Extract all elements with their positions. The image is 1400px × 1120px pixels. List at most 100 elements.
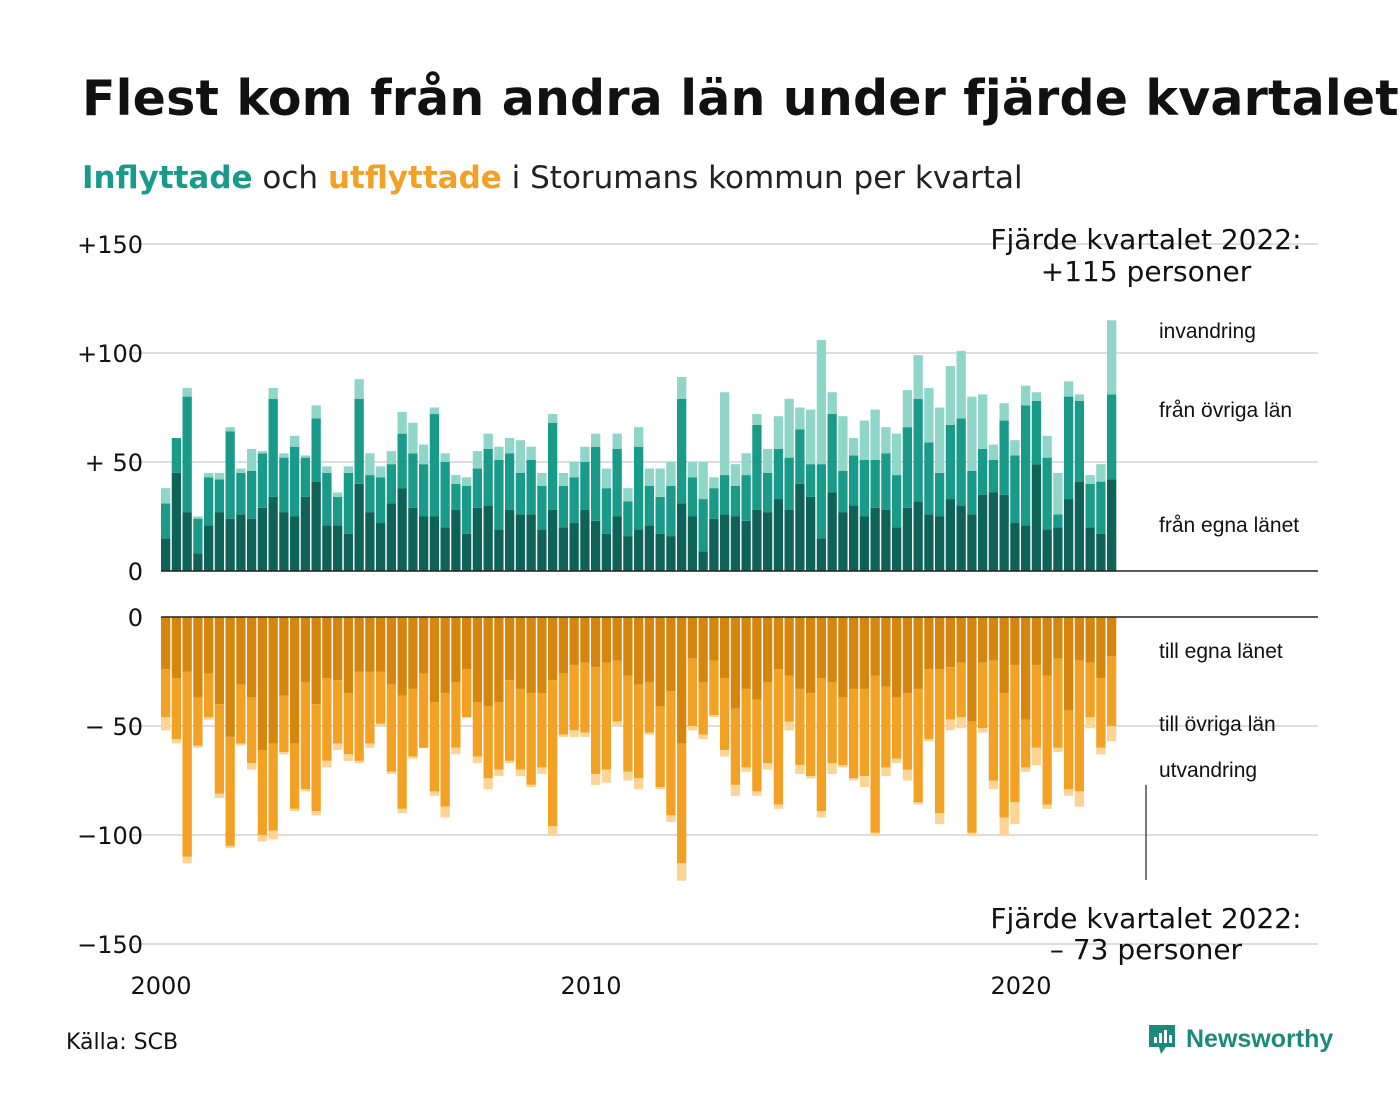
bar-in-0 xyxy=(343,533,354,571)
bar-in-2 xyxy=(881,427,891,454)
bar-in-2 xyxy=(913,355,923,399)
bar-in-2 xyxy=(569,462,579,478)
bar-in-1 xyxy=(1021,405,1031,526)
bar-in-1 xyxy=(1107,394,1117,480)
bar-in-1 xyxy=(1042,457,1052,530)
bar-in-2 xyxy=(311,405,321,419)
bar-out-0 xyxy=(666,617,676,692)
bar-in-0 xyxy=(795,483,805,571)
bar-in-1 xyxy=(365,475,375,513)
bar-out-2 xyxy=(580,732,590,737)
bar-out-2 xyxy=(1031,747,1042,766)
bar-in-0 xyxy=(816,538,827,571)
bar-in-2 xyxy=(408,422,418,454)
bar-out-2 xyxy=(677,863,687,881)
bar-in-0 xyxy=(268,496,278,571)
bar-out-0 xyxy=(902,617,913,694)
bar-in-2 xyxy=(601,468,612,489)
bar-in-1 xyxy=(784,457,794,510)
bar-out-2 xyxy=(354,760,364,764)
bar-out-2 xyxy=(730,784,741,796)
bar-in-2 xyxy=(795,407,805,430)
bar-in-1 xyxy=(988,459,999,493)
bar-out-1 xyxy=(623,675,633,772)
bar-in-0 xyxy=(924,514,934,571)
bar-in-1 xyxy=(193,518,203,554)
bar-out-1 xyxy=(429,702,440,792)
bar-in-1 xyxy=(408,453,418,508)
bar-out-1 xyxy=(978,662,988,729)
bar-in-2 xyxy=(859,420,870,460)
bar-in-0 xyxy=(451,509,461,571)
bar-out-0 xyxy=(1053,617,1063,659)
bar-in-0 xyxy=(558,527,569,571)
bar-in-1 xyxy=(311,418,321,482)
bar-in-1 xyxy=(634,446,644,530)
brand-logo[interactable]: Newsworthy xyxy=(1146,1022,1333,1056)
bar-out-1 xyxy=(687,658,698,726)
bar-out-1 xyxy=(988,660,999,781)
bar-in-2 xyxy=(720,392,730,476)
bar-in-1 xyxy=(730,485,741,517)
bar-in-2 xyxy=(365,453,375,476)
annotation-in-line2: +115 personer xyxy=(1041,255,1252,288)
bar-out-0 xyxy=(988,617,999,661)
bar-out-2 xyxy=(1074,791,1085,807)
bar-out-2 xyxy=(859,776,870,788)
bar-in-2 xyxy=(1074,394,1085,401)
bar-in-1 xyxy=(999,420,1009,495)
bar-in-2 xyxy=(945,366,956,425)
bar-in-1 xyxy=(956,418,966,506)
bar-out-0 xyxy=(1107,617,1117,657)
bar-in-1 xyxy=(1096,481,1106,534)
bar-out-2 xyxy=(515,769,526,777)
bar-in-1 xyxy=(290,446,300,517)
bar-out-2 xyxy=(806,776,816,779)
bar-out-0 xyxy=(257,617,268,750)
bar-out-1 xyxy=(827,682,837,764)
bar-out-0 xyxy=(709,617,719,661)
bar-in-2 xyxy=(999,403,1009,421)
bar-in-2 xyxy=(472,451,483,469)
bar-in-0 xyxy=(999,494,1009,571)
bar-out-0 xyxy=(1042,617,1052,676)
bar-out-0 xyxy=(601,617,612,663)
bar-out-0 xyxy=(376,617,386,672)
bar-out-2 xyxy=(343,754,354,761)
bar-out-1 xyxy=(182,671,192,857)
bar-in-0 xyxy=(397,488,407,571)
bar-in-0 xyxy=(988,492,999,571)
bar-out-2 xyxy=(322,760,332,768)
bar-in-0 xyxy=(257,507,268,571)
bar-out-0 xyxy=(956,617,966,663)
bar-out-2 xyxy=(204,717,214,720)
bar-out-0 xyxy=(247,617,257,698)
bar-in-2 xyxy=(1053,472,1063,515)
bar-in-1 xyxy=(397,433,407,489)
bar-in-2 xyxy=(956,350,966,419)
bar-out-2 xyxy=(601,769,612,783)
bar-out-0 xyxy=(365,617,375,672)
bar-in-1 xyxy=(601,488,612,534)
bar-in-0 xyxy=(236,514,246,571)
bar-in-2 xyxy=(214,472,225,480)
bar-out-0 xyxy=(569,617,579,665)
bar-in-2 xyxy=(988,444,999,460)
bar-out-0 xyxy=(268,617,278,744)
bar-in-2 xyxy=(730,464,741,486)
bar-out-1 xyxy=(1053,658,1063,748)
bar-out-0 xyxy=(827,617,837,683)
bar-in-0 xyxy=(698,551,708,571)
bar-in-2 xyxy=(1042,435,1052,458)
bar-out-2 xyxy=(526,784,536,788)
bar-out-2 xyxy=(967,832,977,835)
bar-in-1 xyxy=(655,496,665,534)
bar-out-0 xyxy=(1010,617,1020,665)
subtitle-rest: i Storumans kommun per kvartal xyxy=(501,160,1023,196)
bar-in-0 xyxy=(1031,464,1042,571)
bar-in-1 xyxy=(580,462,590,510)
bar-out-2 xyxy=(849,778,859,781)
bar-in-1 xyxy=(558,485,569,528)
series-label-out: till egna länet xyxy=(1159,640,1283,663)
y-tick-in: 0 xyxy=(128,558,143,586)
